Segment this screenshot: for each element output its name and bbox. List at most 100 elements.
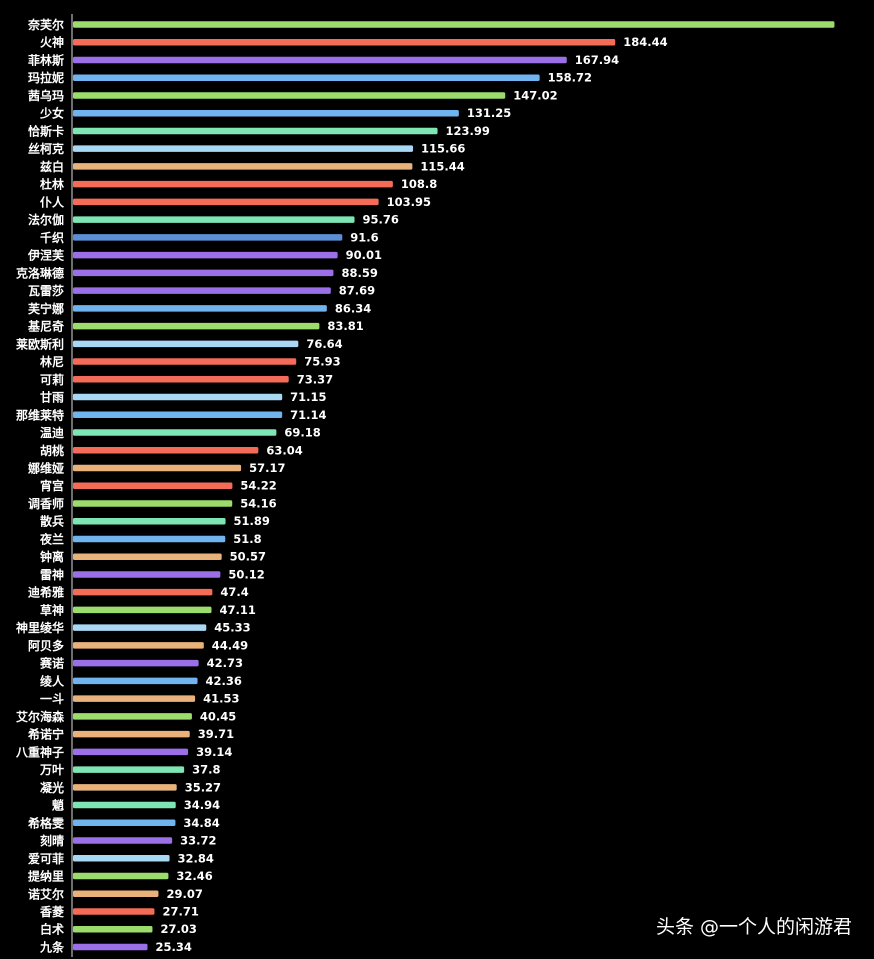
value-label: 50.57 bbox=[230, 550, 266, 564]
bar bbox=[73, 322, 320, 330]
bar bbox=[73, 376, 289, 383]
bar bbox=[73, 855, 170, 862]
category-label: 基尼奇 bbox=[27, 319, 64, 334]
bar bbox=[73, 429, 277, 436]
category-label: 雷神 bbox=[40, 567, 64, 582]
value-label: 51.8 bbox=[233, 532, 261, 546]
bar bbox=[73, 305, 327, 312]
bar bbox=[73, 500, 233, 507]
value-label: 47.4 bbox=[220, 585, 248, 599]
value-label: 32.84 bbox=[178, 851, 214, 865]
category-label: 草神 bbox=[40, 602, 64, 617]
value-label: 44.49 bbox=[212, 638, 248, 652]
bar bbox=[73, 659, 199, 667]
bar bbox=[73, 908, 155, 915]
value-label: 54.16 bbox=[240, 496, 276, 510]
value-label: 158.72 bbox=[548, 71, 592, 85]
value-label: 34.84 bbox=[183, 816, 219, 830]
bar bbox=[73, 624, 207, 631]
category-label: 神里绫华 bbox=[16, 620, 64, 635]
bar bbox=[73, 766, 185, 773]
category-label: 那维莱特 bbox=[16, 407, 64, 422]
category-label: 芙宁娜 bbox=[27, 301, 64, 316]
category-label: 可莉 bbox=[40, 372, 64, 387]
category-label: 阿贝多 bbox=[28, 638, 64, 653]
value-label: 42.73 bbox=[207, 656, 243, 670]
value-label: 45.33 bbox=[214, 621, 250, 635]
category-label: 赛诺 bbox=[39, 656, 64, 671]
bar bbox=[73, 393, 283, 401]
value-label: 50.12 bbox=[228, 567, 264, 581]
bar bbox=[73, 340, 299, 348]
category-label: 艾尔海森 bbox=[16, 709, 65, 724]
value-label: 115.66 bbox=[421, 142, 465, 156]
value-label: 34.94 bbox=[184, 798, 220, 812]
value-label: 76.64 bbox=[306, 337, 342, 351]
category-label: 丝柯克 bbox=[28, 141, 64, 156]
bar bbox=[73, 801, 176, 809]
category-label: 奈芙尔 bbox=[27, 17, 64, 32]
category-label: 调香师 bbox=[28, 496, 64, 511]
value-label: 57.17 bbox=[249, 461, 285, 475]
category-label: 魈 bbox=[52, 798, 64, 813]
value-label: 91.6 bbox=[350, 230, 378, 244]
category-label: 千织 bbox=[40, 230, 64, 245]
category-label: 火神 bbox=[40, 35, 64, 50]
bar bbox=[73, 163, 413, 170]
bar bbox=[73, 943, 148, 951]
category-label: 克洛琳德 bbox=[16, 265, 64, 280]
category-label: 温迪 bbox=[40, 425, 64, 440]
category-label: 刻晴 bbox=[40, 833, 64, 848]
category-label: 钟离 bbox=[40, 549, 64, 564]
value-label: 87.69 bbox=[339, 284, 375, 298]
bar bbox=[73, 517, 226, 525]
bar bbox=[73, 180, 393, 188]
value-label: 29.07 bbox=[166, 887, 202, 901]
bar bbox=[73, 127, 438, 135]
bar bbox=[73, 269, 334, 277]
bar bbox=[73, 411, 283, 419]
category-label: 迪希雅 bbox=[28, 585, 64, 600]
value-label: 42.36 bbox=[206, 674, 242, 688]
value-label: 41.53 bbox=[203, 692, 239, 706]
value-label: 47.11 bbox=[220, 603, 256, 617]
value-label: 167.94 bbox=[575, 53, 619, 67]
bar bbox=[73, 92, 506, 99]
value-label: 123.99 bbox=[446, 124, 490, 138]
bar bbox=[73, 571, 221, 578]
value-label: 184.44 bbox=[623, 35, 667, 49]
category-label: 甘雨 bbox=[40, 390, 64, 405]
value-label: 25.34 bbox=[155, 940, 191, 954]
category-label: 绫人 bbox=[40, 673, 65, 688]
category-label: 散兵 bbox=[40, 514, 64, 529]
bar bbox=[73, 464, 242, 472]
bar bbox=[73, 695, 196, 702]
value-label: 86.34 bbox=[335, 301, 371, 315]
value-label: 51.89 bbox=[234, 514, 270, 528]
value-label: 71.14 bbox=[290, 408, 326, 422]
value-label: 75.93 bbox=[304, 355, 340, 369]
bar bbox=[73, 642, 204, 649]
bar bbox=[73, 535, 226, 543]
category-label: 林尼 bbox=[40, 354, 64, 369]
value-label: 35.27 bbox=[185, 780, 221, 794]
watermark-text: 头条 @一个人的闲游君 bbox=[655, 916, 852, 938]
category-label: 九条 bbox=[39, 939, 65, 954]
category-label: 提纳里 bbox=[28, 869, 64, 884]
category-label: 兹白 bbox=[40, 159, 64, 174]
category-label: 夜兰 bbox=[39, 531, 64, 546]
value-label: 108.8 bbox=[401, 177, 437, 191]
bar bbox=[73, 109, 459, 117]
bar bbox=[73, 216, 355, 223]
category-label: 希诺宁 bbox=[27, 727, 64, 742]
category-label: 胡桃 bbox=[40, 443, 64, 458]
bar bbox=[73, 890, 159, 898]
category-label: 万叶 bbox=[39, 762, 64, 777]
bar bbox=[73, 21, 835, 28]
bar bbox=[73, 588, 213, 596]
bar bbox=[73, 819, 176, 827]
bar bbox=[73, 713, 192, 720]
value-label: 37.8 bbox=[192, 763, 220, 777]
category-label: 凝光 bbox=[40, 780, 64, 795]
category-label: 八重神子 bbox=[15, 744, 64, 759]
